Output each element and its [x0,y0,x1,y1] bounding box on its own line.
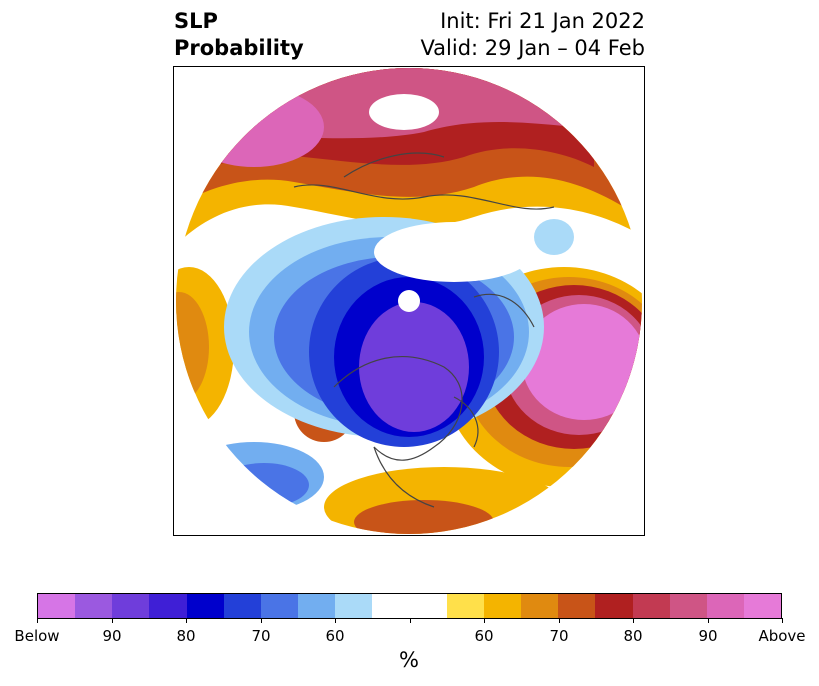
north-pole-dot [398,290,420,312]
init-date: Init: Fri 21 Jan 2022 [440,9,645,33]
colorbar-tick [37,618,38,623]
colorbar-segment [75,594,113,618]
colorbar-tick-label: Below [14,627,60,645]
colorbar-segment [260,594,299,618]
colorbar-tick [335,618,336,623]
colorbar-segment [409,594,447,618]
colorbar-tick-label: 60 [474,627,494,645]
colorbar-tick-label: 90 [102,627,122,645]
colorbar-segment [521,594,559,618]
colorbar-tick-label: 90 [698,627,718,645]
valid-range: Valid: 29 Jan – 04 Feb [420,36,645,60]
map-panel [173,66,645,536]
colorbar-tick-label: 60 [325,627,345,645]
colorbar-segment [558,594,596,618]
colorbar-segment [483,594,522,618]
colorbar-tick [708,618,709,623]
below-region-ne [534,219,574,255]
colorbar-tick [112,618,113,623]
colorbar-segment [706,594,744,618]
colorbar-tick [410,618,411,623]
colorbar-segment [112,594,150,618]
colorbar-segment [595,594,633,618]
colorbar-tick [633,618,634,623]
colorbar [37,593,782,619]
probability-map [176,68,642,534]
neutral-region-north [374,222,534,282]
colorbar-tick [782,618,783,623]
colorbar-tick-label: 70 [549,627,569,645]
below-region-5 [359,302,469,432]
colorbar-segment [298,594,336,618]
colorbar-tick [261,618,262,623]
colorbar-tick-label: 70 [251,627,271,645]
colorbar-tick-label: 80 [623,627,643,645]
colorbar-segment [446,594,484,618]
colorbar-segment [186,594,224,618]
colorbar-tick-label: Above [758,627,806,645]
colorbar-segment [669,594,707,618]
colorbar-segment [743,594,782,618]
coastlines [293,152,555,508]
colorbar-tick [186,618,187,623]
colorbar-segment [38,594,76,618]
chart-title-left: SLP Probability [174,8,304,62]
above-max-west [184,87,324,167]
colorbar-tick [484,618,485,623]
colorbar-segment [632,594,670,618]
colorbar-segment [372,594,410,618]
product-label: Probability [174,36,304,60]
colorbar-segment [149,594,187,618]
variable-label: SLP [174,9,218,33]
colorbar-segment [335,594,373,618]
colorbar-segment [223,594,261,618]
above-max-east [522,304,642,420]
below-region-sw-2 [219,463,309,507]
colorbar-units: % [399,648,419,672]
colorbar-tick-label: 80 [176,627,196,645]
white-hole-north [369,94,439,130]
colorbar-tick [559,618,560,623]
chart-title-right: Init: Fri 21 Jan 2022 Valid: 29 Jan – 04… [420,8,645,62]
